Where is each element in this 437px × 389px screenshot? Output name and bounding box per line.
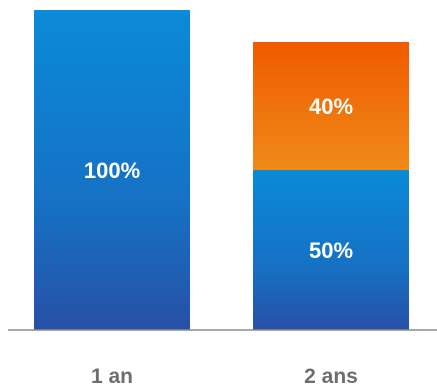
bar-segment-2-1	[253, 170, 409, 330]
bar-segment-1-1	[34, 10, 190, 330]
data-label-2-1: 50%	[309, 238, 353, 263]
bars-layer	[34, 10, 409, 330]
data-label-2-2: 40%	[309, 94, 353, 119]
category-label-2: 2 ans	[304, 365, 358, 388]
labels-layer: 100% 1 an 50% 40% 2 ans	[84, 94, 358, 388]
bar-segment-2-2	[253, 42, 409, 170]
data-label-1-1: 100%	[84, 158, 140, 183]
category-label-1: 1 an	[91, 365, 133, 388]
